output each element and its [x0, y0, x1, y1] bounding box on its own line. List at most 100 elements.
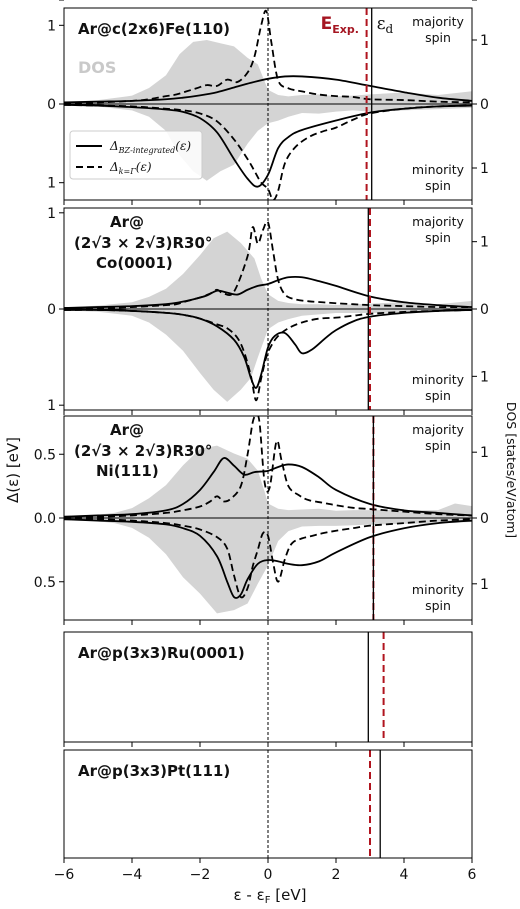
plot-area: [64, 208, 472, 410]
right-tick-label: 0: [480, 511, 489, 527]
legend-solid-label-arg: (ε): [175, 139, 191, 153]
right-tick-label: 0.5: [480, 0, 502, 4]
e-d-label-main: ε: [377, 14, 386, 34]
legend-solid-label: ΔBZ-integrated(ε): [109, 139, 191, 155]
right-tick-label: 1: [480, 445, 489, 461]
left-tick-label: 0.5: [34, 447, 56, 463]
gamma-majority-curve: [64, 220, 472, 310]
left-tick-label: 0.5: [34, 0, 56, 4]
right-tick-label: 0.0: [480, 0, 502, 4]
majority-spin-label: majority: [412, 422, 464, 437]
left-tick-label: 0.0: [34, 0, 56, 4]
dos-minority-area: [64, 518, 472, 614]
minority-spin-label: minority: [412, 162, 465, 177]
gamma-minority-curve: [64, 518, 472, 599]
plot-area: [267, 750, 381, 858]
gamma-minority-curve: [64, 308, 472, 402]
panel-title: Ar@p(3x3)Ru(0001): [78, 644, 245, 662]
right-tick-label: 1: [480, 235, 489, 251]
panel-title: Ar@c(2x6)Fe(110): [78, 20, 230, 38]
legend-dashed-label-sub: k=Γ: [119, 167, 137, 176]
dos-minority-area: [64, 309, 472, 402]
x-axis-label-sub: F: [265, 895, 271, 906]
x-tick-label: 6: [468, 867, 477, 883]
bz-minority-curve: [64, 518, 472, 599]
right-tick-label: 0.0: [480, 0, 502, 4]
right-tick-label: 0: [480, 302, 489, 318]
panel-co: 1 0 1 1 0 1 Ar@ (2√3 × 2√3)R30° Co(0001) majority…: [47, 206, 489, 415]
y-axis-label-right: DOS [states/eV/atom]: [504, 402, 519, 538]
x-tick-label: −6: [54, 867, 75, 883]
left-tick-label: 0: [47, 97, 56, 113]
left-tick-label: 1: [47, 398, 56, 414]
dos-majority-area: [64, 40, 472, 104]
e-d-label-sub: d: [386, 22, 394, 36]
legend-dashed-label: Δk=Γ(ε): [109, 160, 152, 176]
legend-box: [69, 130, 203, 180]
panel-title-line: (2√3 × 2√3)R30°: [74, 442, 212, 460]
majority-spin-label: majority: [412, 214, 464, 229]
right-tick-label: 1: [480, 369, 489, 385]
legend: ΔBZ-integrated(ε)Δk=Γ(ε): [69, 130, 203, 180]
legend-solid-label-main: Δ: [109, 139, 119, 153]
e-exp-label-sub: Exp.: [332, 23, 359, 36]
e-exp-label: EExp.: [321, 14, 359, 36]
left-tick-label: 0: [47, 302, 56, 318]
dos-majority-area: [64, 231, 472, 309]
minority-spin-label: spin: [425, 598, 451, 613]
panel-ni: 0.5 0.0 0.5 1 0 1 Ar@ (2√3 × 2√3)R30° Ni(111) maj…: [34, 415, 489, 625]
minority-spin-label: minority: [412, 372, 465, 387]
minority-spin-label: spin: [425, 388, 451, 403]
right-tick-label: 1: [480, 577, 489, 593]
bz-minority-curve: [64, 308, 472, 389]
majority-spin-label: majority: [412, 14, 464, 29]
x-tick-label: −2: [190, 867, 211, 883]
x-tick-label: 0: [264, 867, 273, 883]
bz-majority-curve: [64, 75, 472, 104]
left-tick-label: 1: [47, 206, 56, 222]
panel-title-line: Ni(111): [96, 462, 159, 480]
x-tick-label: −4: [122, 867, 143, 883]
gamma-majority-curve: [64, 416, 472, 518]
right-tick-label: 1: [480, 161, 489, 177]
majority-spin-label: spin: [425, 230, 451, 245]
plot-area: [267, 632, 385, 742]
e-d-label: εd: [377, 14, 394, 36]
panel-title: Ar@p(3x3)Pt(111): [78, 762, 230, 780]
left-tick-label: 0.0: [34, 511, 56, 527]
legend-dashed-label-arg: (ε): [136, 160, 152, 174]
left-tick-label: 0.25: [25, 0, 56, 4]
panel-title-line: Ar@: [110, 213, 144, 231]
left-tick-label: 1: [47, 176, 56, 192]
x-axis-label-main: ε - ε: [234, 886, 265, 904]
x-tick-label: 4: [400, 867, 409, 883]
panel-title-line: Co(0001): [96, 254, 173, 272]
right-tick-label: 1: [480, 33, 489, 49]
x-tick-label: 2: [332, 867, 341, 883]
e-exp-label-main: E: [321, 14, 333, 34]
dos-label: DOS: [78, 58, 116, 77]
x-axis-label-unit: [eV]: [270, 886, 306, 904]
left-tick-label: 0.5: [34, 575, 56, 591]
y-axis-label-left: Δ(ε) [eV]: [4, 437, 22, 503]
minority-spin-label: minority: [412, 582, 465, 597]
majority-spin-label: spin: [425, 438, 451, 453]
bz-majority-curve: [64, 457, 472, 518]
plot-area: [64, 416, 472, 620]
dos-minority-area: [64, 104, 472, 181]
right-tick-label: 0: [480, 97, 489, 113]
dos-majority-area: [64, 445, 472, 518]
left-tick-label: 1: [47, 18, 56, 34]
panel-ru: 0.00.50.00.5Ar@p(3x3)Ru(0001): [34, 0, 502, 747]
legend-solid-label-sub: BZ-integrated: [118, 146, 176, 155]
bz-majority-curve: [64, 275, 472, 309]
plot-area: [64, 8, 472, 200]
left-tick-label: 0.00: [25, 0, 56, 4]
x-axis-label: ε - εF [eV]: [234, 886, 307, 906]
legend-dashed-label-main: Δ: [109, 160, 119, 174]
right-tick-label: 0.5: [480, 0, 502, 4]
panel-title-line: (2√3 × 2√3)R30°: [74, 234, 212, 252]
